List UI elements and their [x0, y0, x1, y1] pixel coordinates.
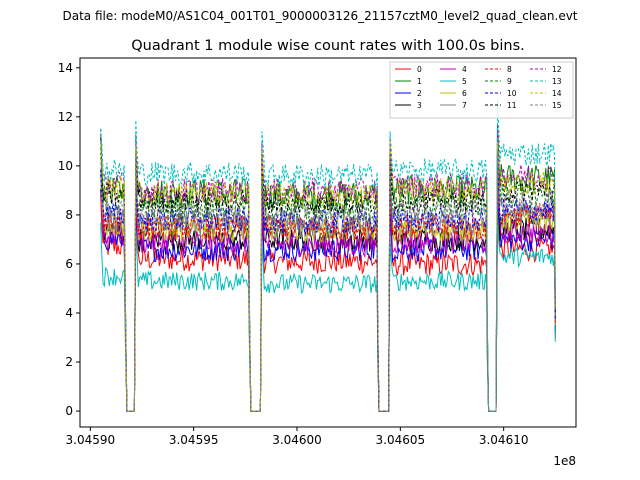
legend-label-10: 10	[507, 89, 517, 98]
legend-label-7: 7	[462, 101, 467, 110]
legend-label-12: 12	[552, 65, 562, 74]
legend-label-2: 2	[417, 89, 422, 98]
series-line-11	[100, 137, 556, 412]
y-tick-label: 10	[58, 159, 73, 173]
series-layer	[100, 100, 556, 412]
legend-frame	[389, 61, 574, 119]
y-axis: 0 2 4 6 8 10 12 14	[58, 61, 80, 418]
legend-label-5: 5	[462, 77, 467, 86]
x-tick-label: 3.04590	[66, 433, 116, 447]
legend-label-9: 9	[507, 77, 512, 86]
series-line-13	[100, 100, 556, 412]
y-tick-label: 2	[65, 355, 73, 369]
chart-title: Quadrant 1 module wise count rates with …	[131, 38, 525, 54]
plot-frame	[79, 57, 577, 428]
legend-label-11: 11	[507, 101, 517, 110]
y-tick-label: 14	[58, 61, 73, 75]
series-line-3	[100, 182, 556, 412]
chart-suptitle: Data file: modeM0/AS1C04_001T01_90000031…	[62, 9, 577, 23]
series-line-15	[100, 151, 556, 412]
y-tick-label: 12	[58, 110, 73, 124]
series-line-5	[100, 212, 556, 412]
series-line-14	[100, 140, 556, 412]
legend-label-1: 1	[417, 77, 422, 86]
series-line-10	[100, 155, 556, 412]
x-offset-label: 1e8	[553, 454, 576, 468]
legend-label-8: 8	[507, 65, 512, 74]
y-tick-label: 0	[65, 404, 73, 418]
legend-label-4: 4	[462, 65, 467, 74]
legend-label-6: 6	[462, 89, 467, 98]
y-tick-label: 6	[65, 257, 73, 271]
series-line-12	[100, 126, 556, 412]
legend-label-14: 14	[552, 89, 562, 98]
y-tick-label: 4	[65, 306, 73, 320]
x-tick-label: 3.04605	[376, 433, 426, 447]
x-axis: 3.04590 3.04595 3.04600 3.04605 3.04610	[66, 427, 529, 447]
legend-label-0: 0	[417, 65, 422, 74]
series-line-4	[100, 173, 556, 412]
x-tick-label: 3.04600	[272, 433, 322, 447]
x-tick-label: 3.04595	[169, 433, 219, 447]
y-tick-label: 8	[65, 208, 73, 222]
legend-label-15: 15	[552, 101, 562, 110]
x-tick-label: 3.04610	[479, 433, 529, 447]
series-line-0	[100, 194, 556, 412]
legend-label-13: 13	[552, 77, 562, 86]
legend-label-3: 3	[417, 101, 422, 110]
